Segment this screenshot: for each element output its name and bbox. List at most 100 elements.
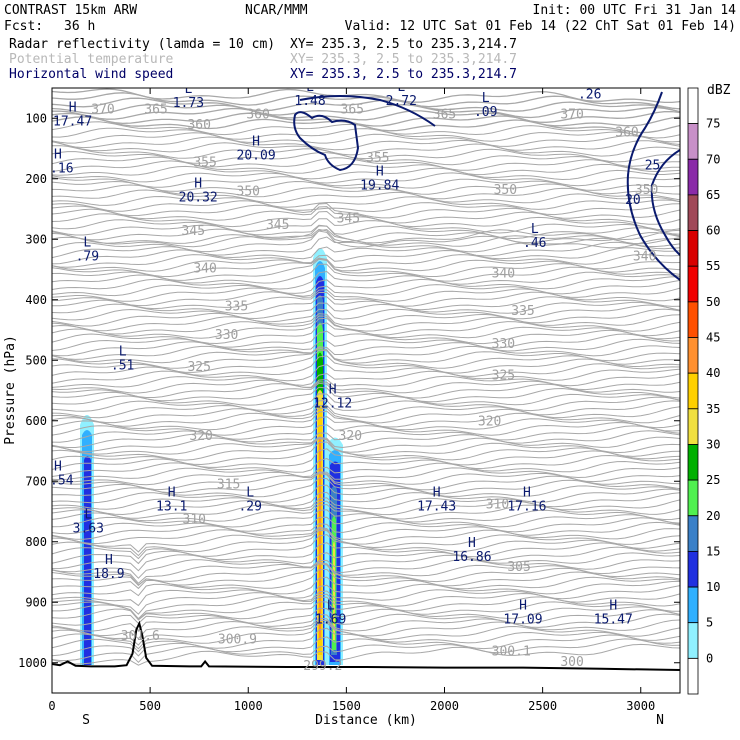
theta-label: 335 xyxy=(225,300,248,315)
theta-contour-line xyxy=(52,345,680,364)
theta-contour-line xyxy=(52,116,680,134)
wind-contour-labels: 25 20 xyxy=(625,159,660,208)
theta-contour-line xyxy=(52,436,680,455)
theta-contour-line xyxy=(52,622,680,650)
theta-label: 365 xyxy=(433,107,456,122)
valid-time: Valid: 12 UTC Sat 01 Feb 14 (22 ChT Sat … xyxy=(345,19,736,34)
theta-contour-line xyxy=(52,206,680,225)
theta-contour-line xyxy=(52,467,680,486)
theta-label: 320 xyxy=(478,415,501,430)
theta-contour-line xyxy=(52,304,680,327)
theta-contour-line xyxy=(52,396,680,419)
colorbar-box xyxy=(687,444,699,481)
colorbar-boxes xyxy=(687,87,699,695)
x-axis-ticks: 0 500 1000 1500 2000 2500 3000 xyxy=(48,88,655,713)
theta-contour-line xyxy=(52,107,680,123)
extremum-type: L xyxy=(531,222,539,237)
theta-contour-line xyxy=(52,236,680,259)
theta-contour-line xyxy=(52,634,680,657)
extremum-value: 1.69 xyxy=(315,612,346,627)
theta-contour-line xyxy=(52,230,680,249)
theta-contour-line xyxy=(52,421,680,443)
theta-contour-line xyxy=(52,528,680,553)
theta-contour-line xyxy=(52,580,680,607)
colorbar-label: 15 xyxy=(706,544,720,558)
extremum-value: 13.1 xyxy=(156,499,187,514)
colorbar-label: 50 xyxy=(706,295,720,309)
terrain-line xyxy=(52,620,680,671)
wind-contour-upper xyxy=(293,111,360,172)
theta-contour-line xyxy=(52,406,680,427)
extremum-value: .26 xyxy=(578,87,601,102)
theta-label: 340 xyxy=(193,262,216,277)
theta-label: 350 xyxy=(494,183,517,198)
theta-contour-line xyxy=(52,552,680,579)
theta-contour-line xyxy=(52,363,680,384)
extremum-value: 17.09 xyxy=(503,612,542,627)
theta-contour-line xyxy=(52,559,680,585)
extremum-value: 2.54 xyxy=(42,473,73,488)
theta-contour-line xyxy=(52,165,680,181)
wind-contour-25 xyxy=(650,149,680,256)
y-tick-label: 100 xyxy=(25,111,47,125)
extremum-type: H xyxy=(252,134,260,149)
colorbar-label: 55 xyxy=(706,259,720,273)
theta-contour-line xyxy=(52,499,680,519)
colorbar-box xyxy=(687,194,699,231)
extremum-value: 1.48 xyxy=(294,94,325,109)
y-tick-label: 300 xyxy=(25,232,47,246)
theta-label: 310 xyxy=(183,513,206,528)
theta-contour-line xyxy=(52,393,680,412)
extremum-value: 1.73 xyxy=(173,96,204,111)
field-name-theta: Potential temperature xyxy=(9,52,174,67)
theta-label: 365 xyxy=(144,102,167,117)
theta-contour-line xyxy=(52,296,680,315)
theta-contour-line xyxy=(52,287,680,307)
theta-label: 370 xyxy=(91,102,114,117)
colorbar-box xyxy=(687,515,699,552)
wind-contours xyxy=(293,91,680,281)
y-tick-label: 1000 xyxy=(18,656,47,670)
extremum-value: .51 xyxy=(111,358,134,373)
theta-label: 300 xyxy=(560,655,583,670)
field-xy-reflectivity: XY= 235.3, 2.5 to 235.3,214.7 xyxy=(290,37,517,52)
theta-contour-line xyxy=(52,333,680,357)
theta-contour-line xyxy=(52,228,680,243)
extremum-value: 20.09 xyxy=(237,148,276,163)
init-time: Init: 00 UTC Fri 31 Jan 14 xyxy=(533,3,737,18)
terrain-profile xyxy=(52,620,680,671)
theta-label: 330 xyxy=(492,337,515,352)
theta-contour-line xyxy=(52,291,680,310)
colorbar-box xyxy=(687,551,699,588)
extremum-value: .46 xyxy=(523,236,546,251)
extremum-value: 17.47 xyxy=(53,115,92,130)
colorbar-box xyxy=(687,87,699,124)
theta-contour-line xyxy=(52,136,680,151)
extremum-type: H xyxy=(376,165,384,180)
colorbar-box xyxy=(687,337,699,374)
extremum-type: H xyxy=(519,598,527,613)
theta-label: 325 xyxy=(187,360,210,375)
theta-contours xyxy=(52,88,680,666)
theta-label: 335 xyxy=(511,304,534,319)
extremum-value: 3.63 xyxy=(73,522,104,537)
y-tick-label: 600 xyxy=(25,414,47,428)
theta-label: 360 xyxy=(246,107,269,122)
extremum-type: H xyxy=(105,553,113,568)
extremum-type: H xyxy=(54,459,62,474)
theta-contour-line xyxy=(52,448,680,470)
fcst-label: Fcst: xyxy=(4,19,43,34)
x-end-label-north: N xyxy=(656,713,664,728)
theta-contour-line xyxy=(52,257,680,278)
org-title: NCAR/MMM xyxy=(245,3,308,18)
theta-contour-line xyxy=(52,592,680,620)
theta-label: 340 xyxy=(633,249,656,264)
theta-label: 320 xyxy=(339,429,362,444)
theta-contour-line xyxy=(52,349,680,373)
theta-contour-line xyxy=(52,145,680,163)
extremum-value: 17.16 xyxy=(507,499,546,514)
theta-contour-line xyxy=(52,606,680,626)
theta-contour-line xyxy=(52,576,680,597)
